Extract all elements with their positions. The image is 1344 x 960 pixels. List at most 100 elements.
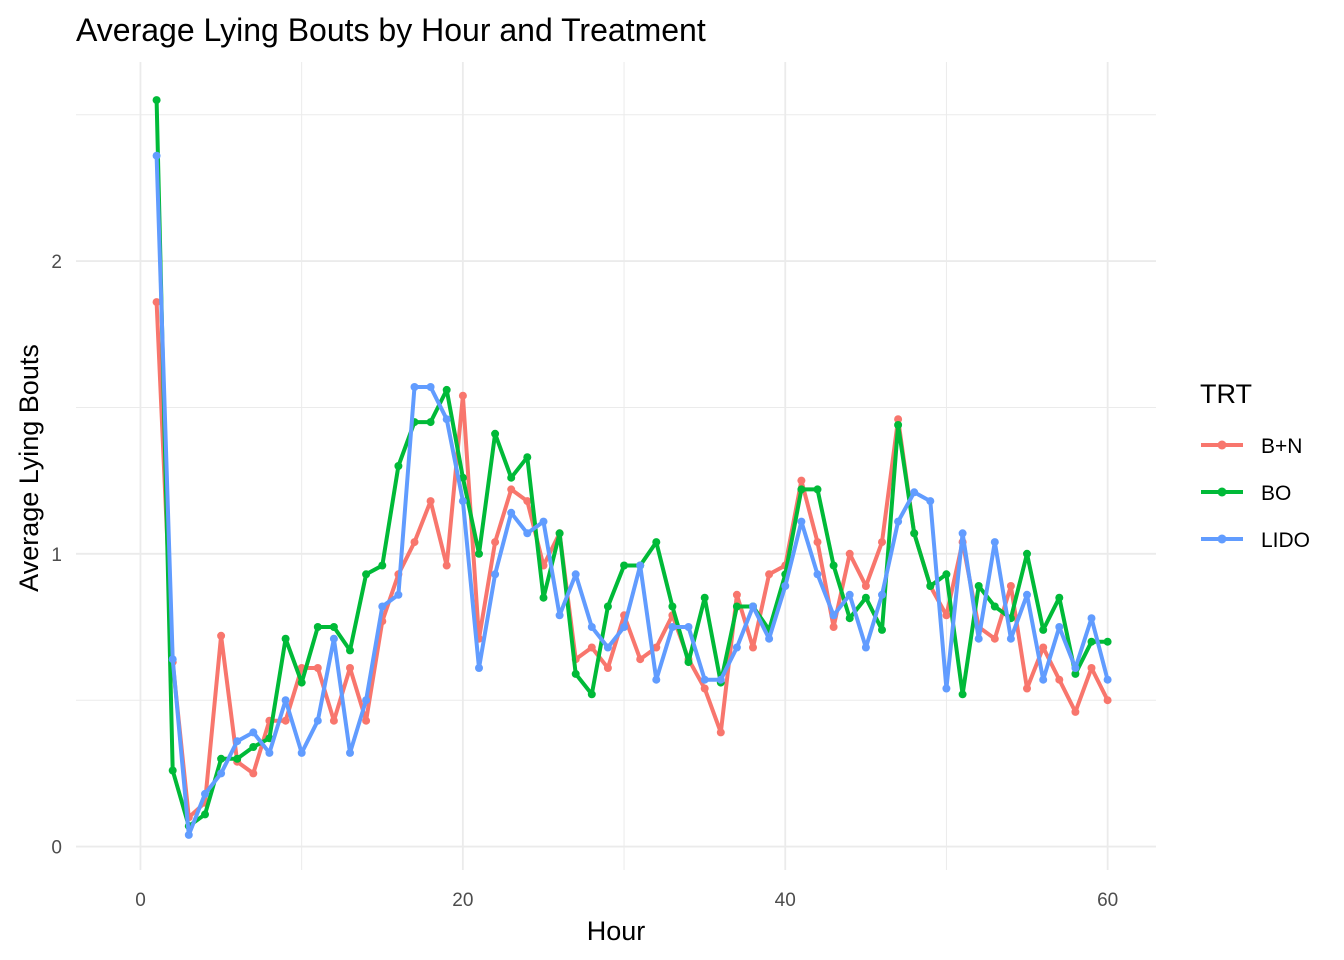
data-point: [974, 582, 983, 590]
data-point: [732, 643, 741, 652]
data-point: [749, 643, 757, 652]
data-point: [636, 655, 645, 664]
data-point: [217, 631, 226, 640]
data-point: [184, 830, 193, 839]
data-point: [329, 623, 338, 631]
data-point: [813, 570, 822, 579]
data-point: [1039, 643, 1048, 652]
data-point: [990, 538, 999, 547]
data-point: [910, 488, 919, 497]
data-point: [1103, 637, 1112, 646]
y-tick-label: 2: [51, 252, 62, 273]
data-point: [587, 623, 596, 631]
data-point: [942, 570, 951, 579]
data-point: [1087, 637, 1096, 646]
data-point: [797, 476, 806, 485]
y-axis-ticks: 0 1 2: [51, 252, 62, 859]
data-point: [958, 690, 967, 699]
data-point: [458, 473, 467, 482]
data-point: [716, 675, 725, 684]
data-point: [636, 561, 645, 570]
data-point: [491, 429, 500, 438]
data-point: [265, 748, 274, 757]
data-point: [507, 473, 516, 482]
data-point: [878, 625, 886, 634]
x-axis-ticks: 0 20 40 60: [135, 890, 1118, 911]
series-line: [154, 98, 1110, 829]
x-axis-title: Hour: [587, 916, 646, 946]
data-point: [749, 602, 757, 611]
data-point: [620, 561, 629, 570]
data-point: [652, 643, 661, 652]
data-point: [442, 415, 451, 424]
data-point: [217, 769, 226, 778]
data-point: [603, 664, 612, 672]
data-point: [603, 602, 612, 611]
legend-label: B+N: [1261, 435, 1302, 458]
data-point: [458, 391, 467, 400]
data-point: [894, 421, 903, 429]
data-point: [362, 570, 371, 579]
legend-label: BO: [1261, 482, 1291, 505]
data-point: [1055, 623, 1064, 631]
data-point: [1087, 664, 1096, 672]
data-point: [201, 789, 209, 798]
series-line: [154, 153, 1110, 837]
data-point: [878, 538, 886, 547]
data-point: [652, 675, 661, 684]
data-point: [329, 634, 338, 643]
data-point: [861, 643, 870, 652]
data-point: [990, 602, 999, 611]
data-point: [684, 658, 693, 667]
data-point: [700, 684, 709, 693]
data-point: [942, 611, 951, 620]
data-point: [829, 623, 838, 631]
data-point: [394, 590, 403, 599]
data-point: [668, 602, 677, 611]
data-point: [297, 678, 306, 687]
data-point: [1055, 675, 1064, 684]
data-point: [362, 716, 371, 725]
data-point: [1071, 664, 1080, 672]
data-point: [1103, 696, 1112, 705]
data-point: [765, 570, 774, 579]
legend-title: TRT: [1200, 379, 1252, 409]
data-point: [878, 590, 886, 599]
data-point: [346, 646, 354, 655]
data-point: [152, 298, 161, 307]
x-tick-label: 60: [1097, 890, 1118, 911]
legend-key-point: [1217, 487, 1227, 497]
data-point: [1103, 675, 1112, 684]
data-point: [313, 623, 322, 631]
legend-key-point: [1217, 534, 1227, 544]
data-point: [813, 485, 822, 494]
data-point: [845, 590, 854, 599]
data-point: [861, 582, 870, 590]
data-point: [813, 538, 822, 547]
data-point: [233, 737, 242, 746]
data-point: [587, 690, 596, 699]
data-point: [458, 497, 467, 506]
data-point: [442, 561, 451, 570]
data-point: [168, 766, 177, 775]
data-point: [362, 696, 371, 705]
data-point: [1023, 549, 1031, 558]
legend-item: LIDO: [1201, 529, 1310, 552]
data-point: [249, 728, 258, 737]
data-point: [797, 517, 806, 526]
data-point: [958, 529, 967, 538]
data-point: [990, 634, 999, 643]
data-point: [346, 748, 354, 757]
data-point: [539, 593, 548, 602]
data-point: [571, 669, 580, 678]
data-point: [700, 593, 709, 602]
legend-item: BO: [1201, 482, 1291, 505]
data-point: [555, 529, 564, 538]
data-point: [1023, 590, 1031, 599]
data-point: [507, 508, 516, 517]
data-point: [781, 582, 790, 590]
data-point: [152, 96, 161, 105]
data-point: [926, 497, 935, 506]
x-tick-label: 40: [775, 890, 796, 911]
